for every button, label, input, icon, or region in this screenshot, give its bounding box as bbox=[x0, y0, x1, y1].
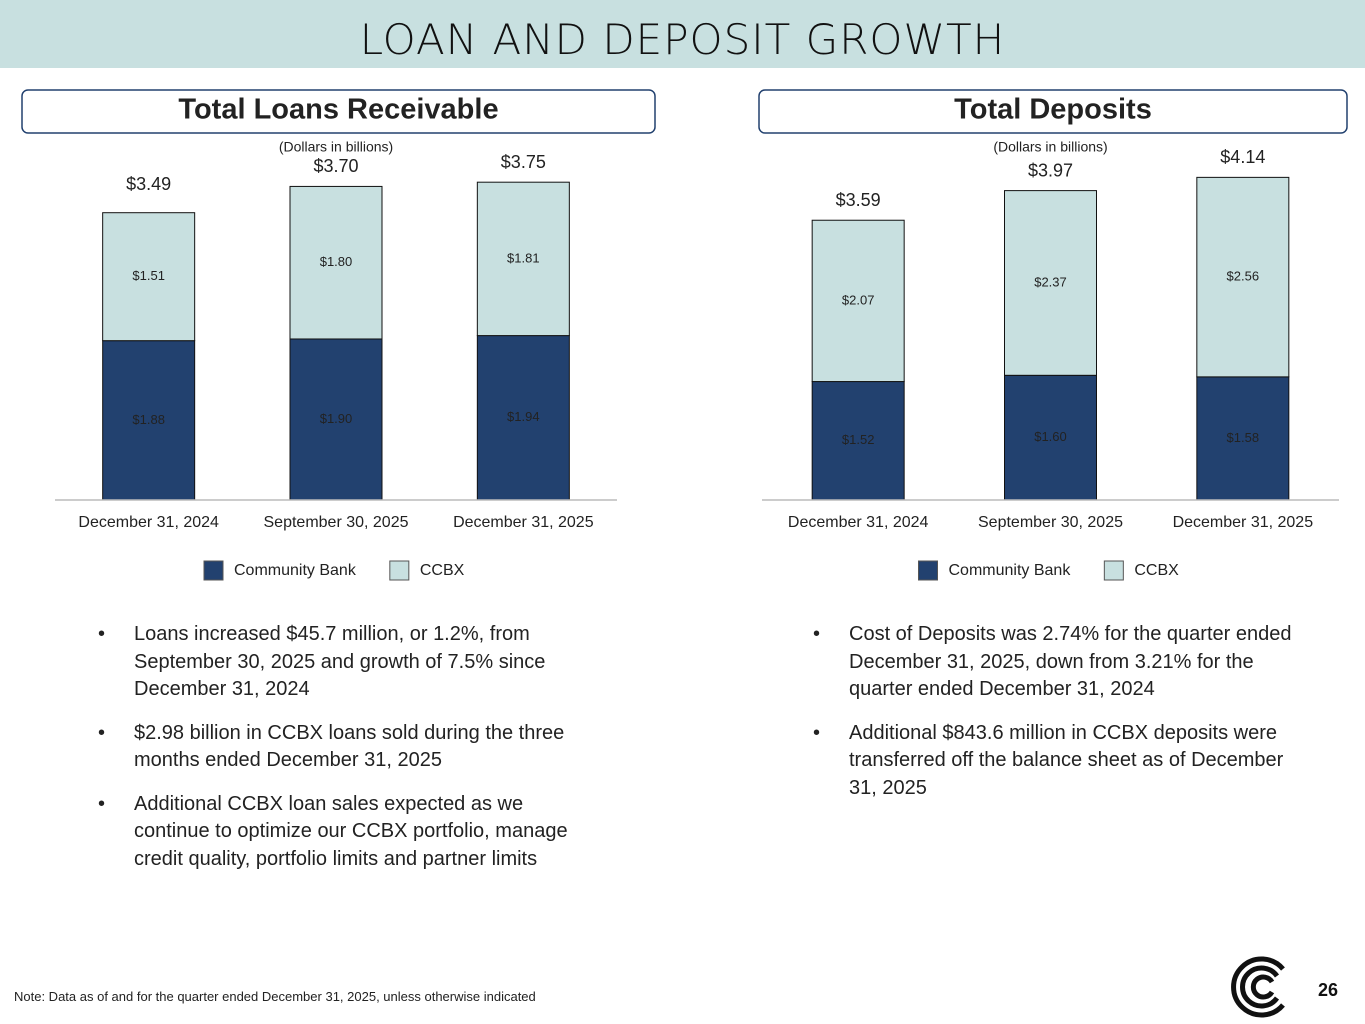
x-tick-label: December 31, 2024 bbox=[78, 514, 219, 531]
title-box bbox=[758, 89, 1348, 134]
legend-swatch bbox=[203, 560, 224, 581]
bar-segment bbox=[102, 212, 196, 342]
value-label: $1.90 bbox=[320, 411, 353, 426]
legend-label: CCBX bbox=[1134, 562, 1179, 579]
legend-label: CCBX bbox=[420, 562, 465, 579]
title-box bbox=[21, 89, 656, 134]
bar-segment bbox=[811, 219, 905, 383]
bullet: Additional CCBX loan sales expected as w… bbox=[98, 791, 588, 874]
bullet: Cost of Deposits was 2.74% for the quart… bbox=[813, 621, 1303, 704]
chart-subtitle: (Dollars in billions) bbox=[279, 139, 393, 155]
value-label: $1.52 bbox=[842, 432, 875, 447]
bullet: Additional $843.6 million in CCBX deposi… bbox=[813, 720, 1303, 803]
bar-segment bbox=[1196, 376, 1290, 501]
legend-swatch bbox=[918, 560, 938, 581]
bullet-list: Cost of Deposits was 2.74% for the quart… bbox=[813, 621, 1303, 818]
value-label: $1.88 bbox=[132, 412, 165, 427]
bar-segment bbox=[102, 340, 196, 501]
bullet-list: Loans increased $45.7 million, or 1.2%, … bbox=[98, 621, 588, 889]
value-label: $1.94 bbox=[507, 409, 540, 424]
x-tick-label: December 31, 2024 bbox=[788, 514, 929, 531]
logo bbox=[1231, 956, 1285, 1018]
legend-swatch bbox=[389, 560, 410, 581]
x-tick-label: September 30, 2025 bbox=[978, 514, 1123, 531]
bar-segment bbox=[476, 335, 570, 501]
legend-swatch bbox=[1103, 560, 1124, 581]
total-label: $3.49 bbox=[126, 174, 171, 194]
slide-title: LOAN AND DEPOSIT GROWTH bbox=[0, 0, 1365, 68]
total-label: $4.14 bbox=[1220, 147, 1265, 167]
bar-segment bbox=[1004, 374, 1097, 501]
value-label: $2.07 bbox=[842, 292, 875, 307]
total-label: $3.59 bbox=[836, 190, 881, 210]
total-label: $3.75 bbox=[501, 152, 546, 172]
value-label: $1.60 bbox=[1034, 429, 1067, 444]
value-label: $1.58 bbox=[1227, 430, 1260, 445]
x-tick-label: September 30, 2025 bbox=[264, 514, 409, 531]
value-label: $1.51 bbox=[132, 268, 165, 283]
value-label: $2.37 bbox=[1034, 274, 1067, 289]
value-label: $2.56 bbox=[1227, 269, 1260, 284]
bar-segment bbox=[1004, 190, 1097, 376]
legend-label: Community Bank bbox=[949, 562, 1072, 579]
x-tick-label: December 31, 2025 bbox=[1173, 514, 1314, 531]
page-number: 26 bbox=[1318, 980, 1339, 1000]
value-label: $1.81 bbox=[507, 250, 540, 265]
bar-segment bbox=[811, 381, 905, 501]
legend-label: Community Bank bbox=[234, 562, 357, 579]
bullet: $2.98 billion in CCBX loans sold during … bbox=[98, 720, 588, 775]
x-tick-label: December 31, 2025 bbox=[453, 514, 594, 531]
chart-subtitle: (Dollars in billions) bbox=[993, 139, 1107, 155]
total-label: $3.97 bbox=[1028, 160, 1073, 180]
bar-segment bbox=[476, 181, 570, 337]
bullet: Loans increased $45.7 million, or 1.2%, … bbox=[98, 621, 588, 704]
bar-segment bbox=[1196, 176, 1290, 378]
footnote: Note: Data as of and for the quarter end… bbox=[14, 989, 536, 1004]
chart-title: Total Deposits bbox=[954, 94, 1152, 126]
bar-segment bbox=[289, 338, 383, 501]
bar-segment bbox=[289, 185, 383, 340]
total-label: $3.70 bbox=[313, 156, 358, 176]
chart-title: Total Loans Receivable bbox=[178, 94, 498, 126]
value-label: $1.80 bbox=[320, 254, 353, 269]
